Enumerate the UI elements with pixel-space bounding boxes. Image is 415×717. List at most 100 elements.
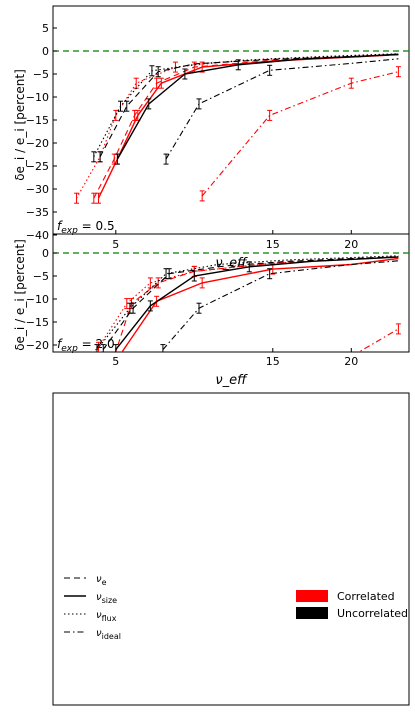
error-bar xyxy=(124,298,130,310)
y-tick-label: −35 xyxy=(26,206,49,219)
error-bar xyxy=(267,268,273,280)
error-bar xyxy=(100,344,106,352)
error-bar xyxy=(118,100,124,112)
x-tick-label: 15 xyxy=(266,355,280,368)
y-tick-label: −10 xyxy=(26,91,49,104)
y-tick-label: 5 xyxy=(42,22,49,35)
x-tick-label: 20 xyxy=(344,238,358,251)
legend-entry-correlated: Correlated xyxy=(296,590,395,603)
legend-panel xyxy=(52,392,410,706)
error-bar xyxy=(196,98,202,110)
error-bar xyxy=(155,66,161,78)
series-line-uncorrelated-nu-e xyxy=(99,54,399,158)
error-bar xyxy=(147,300,153,312)
error-bar xyxy=(114,153,120,165)
panel-bottom: 0−5−10−15−20 5 15 20 δe_i / e_i [percent] … xyxy=(13,233,410,433)
series-line-correlated-nu-e xyxy=(115,256,399,352)
x-ticks: 5 15 20 xyxy=(112,230,358,251)
x-tick-label: 15 xyxy=(266,238,280,251)
x-tick-label: 5 xyxy=(112,355,119,368)
error-bar xyxy=(199,190,205,202)
legend-label: Uncorrelated xyxy=(337,607,408,620)
y-tick-label: −5 xyxy=(33,68,49,81)
error-bar xyxy=(113,109,119,121)
series-line-correlated-nu-size xyxy=(97,54,399,199)
legend-label: νflux xyxy=(96,610,117,623)
error-bar xyxy=(147,277,153,289)
y-tick-label: −5 xyxy=(33,270,49,283)
error-bar xyxy=(395,66,401,78)
error-bar xyxy=(113,344,119,352)
error-bar xyxy=(127,302,133,314)
y-tick-label: −20 xyxy=(26,339,49,352)
y-axis-label: δe_i / e_i [percent] xyxy=(13,69,27,181)
legend-label: νe xyxy=(96,574,107,587)
y-tick-label: −15 xyxy=(26,316,49,329)
series-line-uncorrelated-nu-flux xyxy=(93,53,399,158)
error-bar xyxy=(235,59,241,71)
y-axis-label: δe_i / e_i [percent] xyxy=(13,239,27,351)
error-bar xyxy=(149,65,155,77)
legend-label: νsize xyxy=(96,592,117,605)
series-line-correlated-nu-ideal xyxy=(201,71,399,197)
y-ticks: 5 0 −5 −10 −15 −20 −25 −30 −35 −40 xyxy=(26,22,57,242)
legend-entry-flux: νflux xyxy=(64,610,117,623)
error-bar xyxy=(267,64,273,76)
legend-swatch xyxy=(296,590,328,602)
error-bar xyxy=(163,268,169,280)
panel-label: fexp = 0.5 xyxy=(57,219,115,236)
error-bar xyxy=(91,151,97,163)
x-tick-label: 20 xyxy=(344,355,358,368)
series-line-correlated-nu-flux xyxy=(76,53,399,199)
error-bar xyxy=(155,277,161,289)
legend-entry-uncorrelated: Uncorrelated xyxy=(296,607,408,620)
error-bar xyxy=(74,192,80,204)
error-bar xyxy=(133,77,139,89)
error-bar xyxy=(80,356,85,366)
series-line-uncorrelated-nu-ideal xyxy=(165,58,399,160)
error-bar xyxy=(80,423,85,433)
error-bar xyxy=(270,423,275,433)
legend-label: Correlated xyxy=(337,590,395,603)
y-tick-label: −10 xyxy=(26,293,49,306)
y-tick-label: 0 xyxy=(42,45,49,58)
legend-entry-ideal: νideal xyxy=(64,628,121,641)
error-bar xyxy=(96,341,102,352)
error-bar xyxy=(395,323,401,335)
y-tick-label: −40 xyxy=(26,229,49,242)
legend: νe νsize νflux νideal Correlated Uncorrelated xyxy=(64,574,408,641)
y-tick-label: −15 xyxy=(26,114,49,127)
error-bar xyxy=(348,77,354,89)
error-bar xyxy=(196,302,202,314)
series-group xyxy=(80,255,401,433)
error-bar xyxy=(82,423,87,433)
series-line-uncorrelated-nu-e xyxy=(102,256,399,350)
error-bar xyxy=(182,68,188,80)
series-line-uncorrelated-nu-flux xyxy=(96,255,399,350)
panel-label: fexp = 2.0 xyxy=(57,337,115,354)
series-line-uncorrelated-nu-size xyxy=(115,256,399,351)
plot-frame xyxy=(52,5,410,235)
legend-entry-size: νsize xyxy=(64,592,117,605)
panel-top: 5 0 −5 −10 −15 −20 −25 −30 −35 −40 5 15 20 δe_i / e… xyxy=(13,5,410,271)
error-bar xyxy=(199,277,205,289)
y-tick-label: −25 xyxy=(26,160,49,173)
y-tick-label: 0 xyxy=(42,247,49,260)
legend-entry-e: νe xyxy=(64,574,107,587)
error-bar xyxy=(163,153,169,165)
series-line-correlated-nu-e xyxy=(93,54,399,199)
x-ticks: 5 15 20 xyxy=(112,348,358,368)
legend-label: νideal xyxy=(96,628,121,641)
legend-swatch xyxy=(296,607,328,619)
plot-frame xyxy=(52,233,410,353)
y-tick-label: −30 xyxy=(26,183,49,196)
error-bar xyxy=(94,344,100,352)
series-line-correlated-nu-ideal xyxy=(357,328,399,352)
error-bar xyxy=(91,192,97,204)
y-ticks: 0 −5 −10 −15 −20 xyxy=(26,247,57,352)
series-group xyxy=(74,53,401,204)
y-tick-label: −20 xyxy=(26,137,49,150)
error-bar xyxy=(146,98,152,110)
series-line-correlated-nu-size xyxy=(121,257,399,352)
